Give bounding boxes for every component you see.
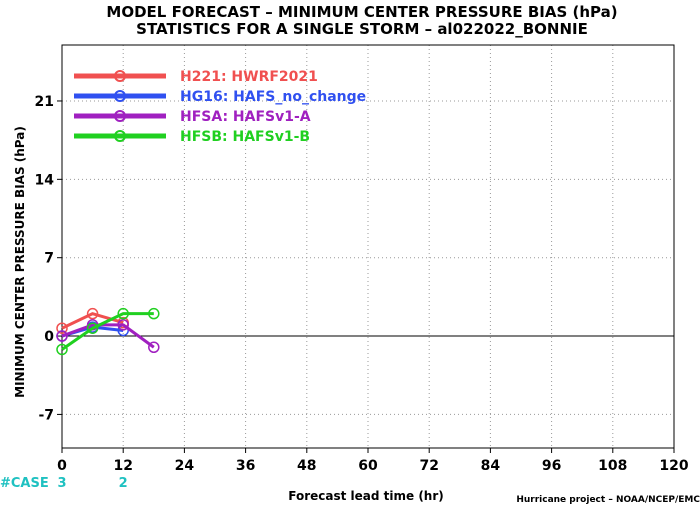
- y-axis: -7 0 7 14 21: [35, 94, 62, 423]
- series-line: [61, 323, 155, 349]
- data-point: [56, 343, 68, 356]
- x-tick-label: 48: [297, 458, 316, 474]
- data-point: [56, 322, 68, 334]
- x-tick-label: 0: [57, 458, 67, 474]
- chart-title: MODEL FORECAST – MINIMUM CENTER PRESSURE…: [106, 3, 617, 21]
- legend-marker: [114, 110, 126, 122]
- data-point: [148, 341, 160, 353]
- x-tick-label: 120: [659, 458, 688, 474]
- y-tick-label: 0: [44, 329, 54, 345]
- data-point: [117, 307, 129, 320]
- legend-label: HFSA: HAFSv1-A: [180, 109, 311, 125]
- x-tick-label: 60: [358, 458, 378, 474]
- case-counts: #CASE 3 2: [0, 476, 128, 491]
- legend-label: HFSB: HAFSv1-B: [180, 129, 310, 145]
- data-point: [148, 307, 160, 320]
- x-tick-label: 72: [419, 458, 438, 474]
- x-axis: 0 12 24 36 48 60 72 84 96 108 120: [57, 448, 689, 474]
- legend-marker: [114, 130, 126, 142]
- legend-label: H221: HWRF2021: [180, 69, 318, 85]
- x-tick-label: 36: [236, 458, 255, 474]
- chart-subtitle: STATISTICS FOR A SINGLE STORM – al022022…: [136, 20, 588, 38]
- legend-label: HG16: HAFS_no_change: [180, 89, 366, 105]
- data-point: [56, 330, 68, 342]
- series-3: [56, 319, 160, 353]
- series-4: [56, 307, 160, 356]
- case-count: 3: [57, 476, 66, 491]
- legend-marker: [114, 90, 126, 102]
- credit-text: Hurricane project – NOAA/NCEP/EMC: [516, 495, 700, 505]
- case-label: #CASE: [0, 476, 49, 491]
- x-axis-label: Forecast lead time (hr): [288, 489, 444, 503]
- data-point: [86, 307, 99, 320]
- y-tick-label: 14: [35, 172, 55, 188]
- x-tick-label: 24: [175, 458, 195, 474]
- y-axis-label: MINIMUM CENTER PRESSURE BIAS (hPa): [13, 126, 27, 398]
- x-tick-label: 96: [542, 458, 561, 474]
- data-point: [117, 319, 129, 331]
- series-group: [56, 307, 160, 356]
- y-tick-label: 7: [44, 251, 54, 267]
- x-tick-label: 84: [481, 458, 501, 474]
- data-point: [86, 322, 99, 334]
- y-tick-label: -7: [38, 407, 54, 423]
- grid: [62, 45, 674, 448]
- series-line: [61, 312, 154, 351]
- legend: H221: HWRF2021 HG16: HAFS_no_change HFSA: …: [74, 69, 366, 145]
- case-count: 2: [119, 476, 128, 491]
- x-tick-label: 108: [598, 458, 627, 474]
- legend-marker: [114, 70, 126, 82]
- x-tick-label: 12: [113, 458, 132, 474]
- y-tick-label: 21: [35, 94, 54, 110]
